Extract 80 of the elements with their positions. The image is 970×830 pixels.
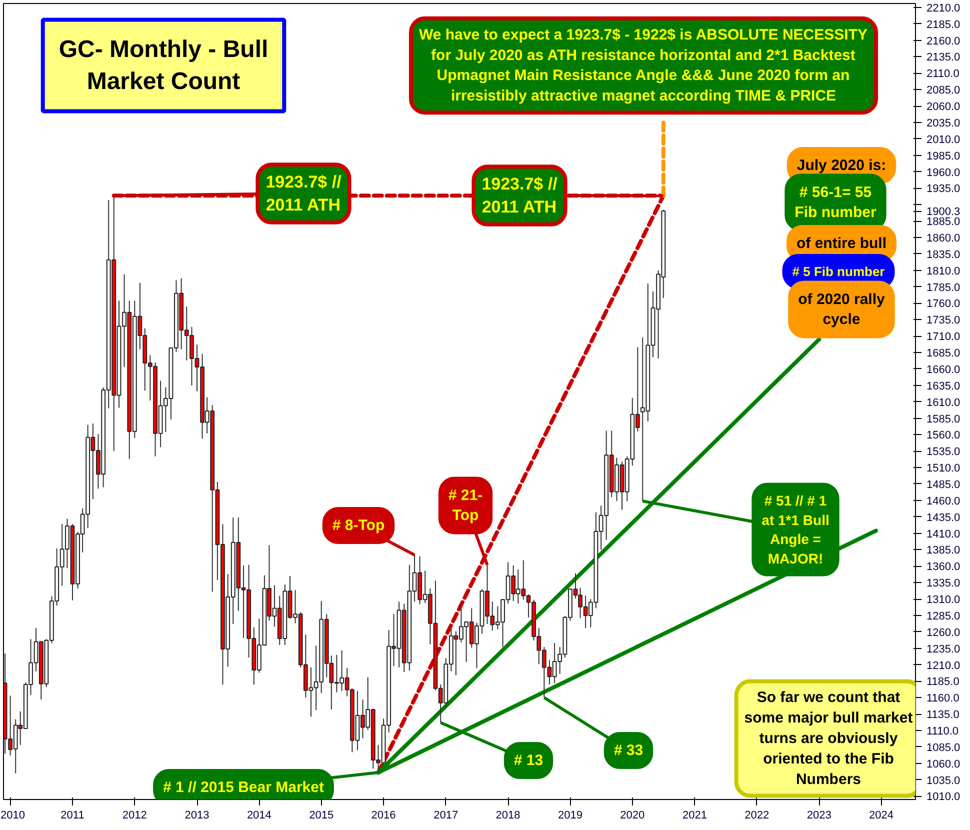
x-tick-label: 2024 [869, 810, 894, 822]
annotation: # 13 [514, 752, 544, 769]
x-tick-label: 2020 [620, 810, 645, 822]
x-tick-label: 2019 [558, 810, 582, 822]
annotation: # 8-Top [332, 517, 385, 534]
y-tick-label: 1260.0 [926, 626, 960, 639]
y-tick-label: 2010.0 [926, 134, 960, 146]
x-tick-label: 2012 [122, 810, 147, 822]
y-tick-label: 1410.0 [926, 528, 960, 540]
y-tick-label: 1285.0 [926, 610, 960, 622]
annotation: 1923.7$ // 2011 ATH [266, 172, 342, 214]
y-tick-label: 1560.0 [926, 430, 960, 442]
y-tick-label: 1210.0 [926, 660, 960, 672]
y-tick-label: 1310.0 [926, 594, 960, 606]
y-tick-label: 1110.0 [926, 725, 959, 738]
y-tick-label: 1435.0 [926, 512, 960, 524]
y-tick-label: 2135.0 [926, 52, 960, 64]
y-tick-label: 1085.0 [926, 742, 960, 754]
annotation: of 2020 rally cycle [798, 290, 886, 328]
annotation: July 2020 is: [796, 157, 886, 174]
y-tick-label: 1735.0 [926, 314, 960, 327]
y-tick-label: 1785.0 [926, 282, 960, 294]
y-tick-label: 1535.0 [926, 446, 960, 458]
annotation: # 1 // 2015 Bear Market [163, 779, 324, 796]
x-tick-label: 2021 [682, 810, 707, 822]
y-tick-label: 2085.0 [926, 84, 960, 97]
y-tick-label: 1760.0 [926, 298, 960, 310]
y-tick-label: 1160.0 [926, 692, 960, 705]
annotation: # 56-1= 55 Fib number [794, 184, 876, 222]
y-tick-label: 1010.0 [926, 791, 960, 804]
x-tick-label: 2023 [806, 810, 832, 822]
x-tick-label: 2013 [184, 810, 210, 822]
y-tick-label: 1060.0 [926, 758, 960, 770]
x-tick-label: 2016 [371, 810, 396, 822]
x-tick-label: 2017 [434, 810, 458, 822]
y-tick-label: 2210.0 [926, 2, 960, 14]
y-tick-label: 2035.0 [926, 117, 960, 130]
y-tick-label: 1585.0 [926, 413, 960, 426]
annotation: # 21- Top [448, 486, 483, 524]
x-tick-label: 2018 [496, 810, 520, 822]
x-tick-label: 2011 [60, 810, 84, 822]
y-tick-label: 2060.0 [926, 101, 960, 114]
y-tick-label: 1385.0 [926, 544, 960, 557]
y-tick-label: 1935.0 [926, 183, 960, 196]
y-tick-label: 1710.0 [926, 331, 960, 344]
annotation: 1923.7$ // 2011 ATH [482, 174, 558, 216]
annotation: # 51 // # 1 at 1*1 Bull Angle = MAJOR! [762, 492, 830, 566]
y-tick-label: 1860.0 [926, 232, 960, 244]
y-tick-label: 1810.0 [926, 265, 960, 278]
x-tick-label: 2010 [0, 810, 25, 822]
y-tick-label: 2185.0 [926, 18, 960, 31]
y-tick-label: 2110.0 [926, 68, 960, 80]
y-tick-label: 1835.0 [926, 248, 960, 261]
y-tick-label: 1985.0 [926, 150, 960, 162]
y-tick-label: 1685.0 [926, 348, 960, 360]
annotation: # 5 Fib number [792, 264, 885, 279]
x-tick-label: 2022 [744, 810, 770, 822]
y-tick-label: 1900.3 [926, 206, 960, 218]
y-tick-label: 1610.0 [926, 396, 960, 409]
text: GC- Monthly - Bull Market Count [58, 36, 268, 96]
annotation: # 33 [614, 742, 644, 759]
annotation: We have to expect a 1923.7$ - 1922$ is ABSOLUTE NECESSITY for July 2020 as ATH resistance horizontal and 2*1 Backtest Upmagnet Main Resistance Angle &&& June 2020 form an irresistibly attractive magnet according TIME & PRICE [418, 26, 868, 105]
y-tick-label: 1885.0 [926, 216, 960, 228]
y-tick-label: 1185.0 [926, 676, 960, 688]
y-tick-label: 1960.0 [926, 166, 960, 179]
y-tick-label: 1235.0 [926, 643, 960, 656]
y-tick-label: 1360.0 [926, 561, 960, 574]
annotation: of entire bull [796, 235, 886, 252]
y-tick-label: 1135.0 [926, 709, 960, 722]
y-tick-label: 1035.0 [926, 774, 960, 787]
y-tick-label: 1335.0 [926, 578, 960, 590]
y-tick-label: 1510.0 [926, 462, 960, 475]
y-tick-label: 1460.0 [926, 495, 960, 508]
y-tick-label: 1635.0 [926, 380, 960, 392]
y-tick-label: 1485.0 [926, 478, 960, 491]
y-tick-label: 1660.0 [926, 364, 960, 376]
y-tick-label: 2160.0 [926, 35, 960, 48]
x-tick-label: 2014 [246, 810, 272, 822]
annotation: So far we count that some major bull market turns are obviously oriented to the Fib Numbers [744, 689, 913, 788]
x-tick-label: 2015 [309, 810, 334, 822]
